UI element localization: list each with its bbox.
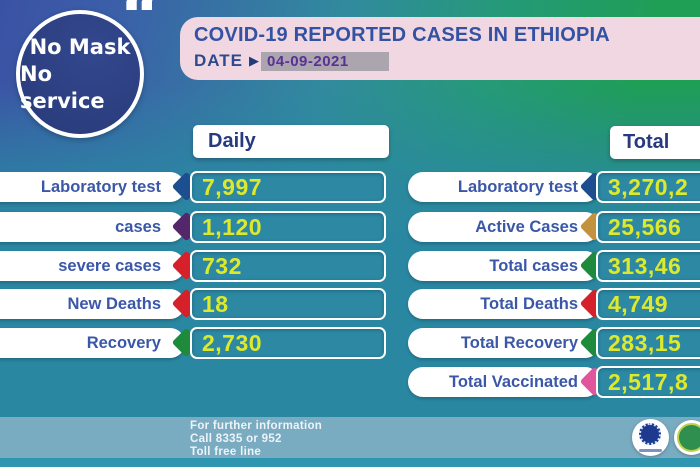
row-label: New Deaths [67,294,161,313]
row-value-box: 283,15 [596,327,700,359]
row-label: Total cases [489,256,578,275]
row-value-box: 7,997 [190,171,386,203]
row-value: 283,15 [608,329,682,356]
row-value: 2,730 [202,329,263,356]
daily-column-header: Daily [193,125,389,158]
logo-text-line [639,449,662,452]
row-label-pill: Total Recovery [408,328,600,358]
row-value-box: 313,46 [596,250,700,282]
public-health-institute-logo-icon [632,419,669,456]
daily-row-severe-cases: severe cases 732 [0,250,700,282]
row-label-pill: Laboratory test [0,172,185,202]
date-arrow-icon: ▶ [249,53,260,68]
row-label: Total Deaths [480,294,578,313]
ministry-of-health-logo-icon [674,420,700,455]
row-value: 313,46 [608,252,682,279]
row-label: Total Recovery [460,333,578,352]
footer: For further information Call 8335 or 952… [0,417,700,458]
badge-line-1: No Mask [29,34,131,59]
row-value: 1,120 [202,213,263,240]
row-label: cases [115,217,161,236]
row-label: Active Cases [475,217,578,236]
row-label: severe cases [58,256,161,275]
row-value-box: 2,517,8 [596,366,700,398]
total-row-total-deaths: Total Deaths 4,749 [0,288,700,320]
total-row-total-vaccinated: Total Vaccinated 2,517,8 [0,366,700,398]
row-label: Laboratory test [457,177,578,196]
daily-row-cases: cases 1,120 [0,211,700,243]
row-label-pill: Recovery [0,328,185,358]
footer-line-3: Toll free line [190,446,262,458]
footer-line-2: Call 8335 or 952 [190,433,282,445]
row-value-box: 25,566 [596,211,700,243]
badge-line-2: No service [20,61,105,113]
daily-row-recovery: Recovery 2,730 [0,327,700,359]
date-value: 04-09-2021 [261,51,389,71]
quote-icon: “ [120,0,161,51]
total-row-total-recovery: Total Recovery 283,15 [0,327,700,359]
row-label-pill: Total Vaccinated [408,367,600,397]
row-value-box: 18 [190,288,386,320]
row-value: 18 [202,290,229,317]
globe-emblem-icon [639,423,661,445]
footer-text: For further information Call 8335 or 952… [190,420,322,459]
row-value: 4,749 [608,290,669,317]
daily-row-new-deaths: New Deaths 18 [0,288,700,320]
row-value-box: 3,270,2 [596,171,700,203]
row-label-pill: Active Cases [408,212,600,242]
row-value-box: 4,749 [596,288,700,320]
total-column-header: Total [610,126,700,159]
row-label-pill: severe cases [0,251,185,281]
row-label: Total Vaccinated [449,372,578,391]
row-label-pill: Laboratory test [408,172,600,202]
total-row-active-cases: Active Cases 25,566 [0,211,700,243]
row-label-pill: Total cases [408,251,600,281]
row-value: 3,270,2 [608,173,689,200]
row-label-pill: cases [0,212,185,242]
total-row-total-cases: Total cases 313,46 [0,250,700,282]
total-row-laboratory-test: Laboratory test 3,270,2 [0,171,700,203]
header-banner: COVID-19 REPORTED CASES IN ETHIOPIA DATE… [180,17,700,80]
green-emblem-icon [677,423,700,452]
row-value: 25,566 [608,213,682,240]
daily-row-laboratory-test: Laboratory test 7,997 [0,171,700,203]
row-label: Recovery [86,333,161,352]
date-row: DATE ▶ 04-09-2021 [194,51,700,71]
row-label-pill: New Deaths [0,289,185,319]
date-label: DATE [194,51,244,70]
row-value-box: 1,120 [190,211,386,243]
row-value: 2,517,8 [608,368,689,395]
row-value-box: 732 [190,250,386,282]
no-mask-badge: No Mask No service [16,10,144,138]
row-value-box: 2,730 [190,327,386,359]
bottom-strip [0,458,700,467]
row-value: 732 [202,252,242,279]
footer-line-1: For further information [190,420,323,432]
row-label: Laboratory test [40,177,161,196]
row-value: 7,997 [202,173,263,200]
row-label-pill: Total Deaths [408,289,600,319]
page-title: COVID-19 REPORTED CASES IN ETHIOPIA [194,24,610,46]
